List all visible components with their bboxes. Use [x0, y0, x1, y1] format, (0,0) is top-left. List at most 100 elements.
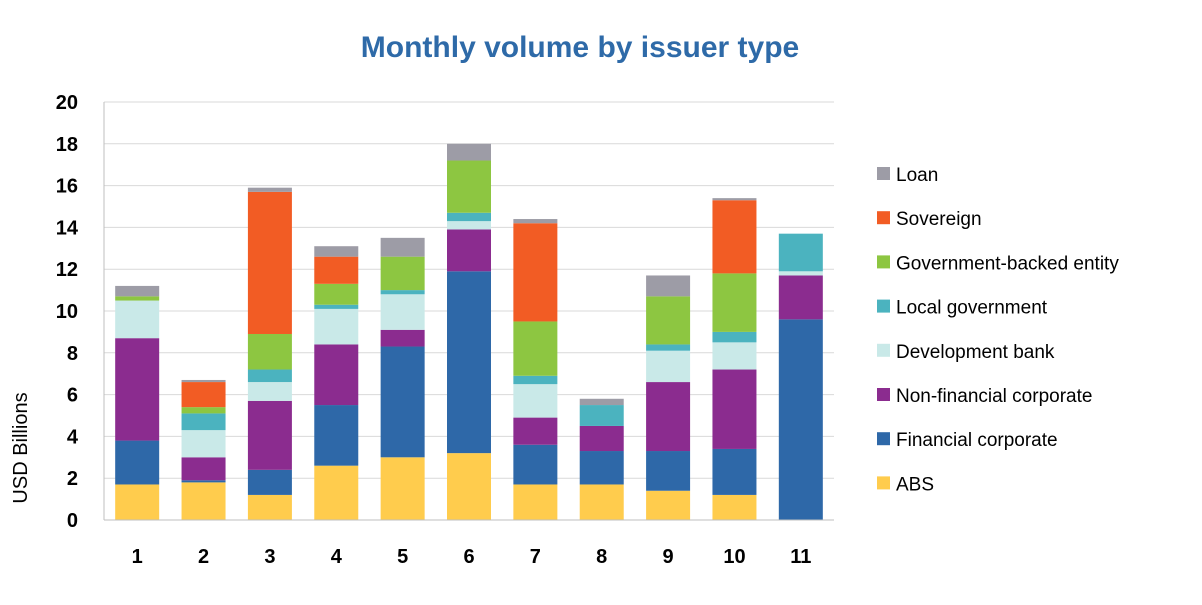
x-tick-label: 3	[264, 546, 275, 568]
bar-segment	[181, 413, 226, 431]
bar-segment	[712, 331, 757, 343]
bar-segment	[712, 200, 757, 274]
bar-segment	[579, 425, 624, 452]
bar-segment	[380, 329, 425, 347]
bar-segment	[314, 465, 359, 520]
bar-segment	[646, 382, 691, 452]
legend-label: Non-financial corporate	[896, 386, 1092, 407]
bar-segment	[646, 344, 691, 351]
bar-segment	[247, 469, 292, 495]
bars	[115, 143, 823, 520]
legend-label: Local government	[896, 298, 1048, 319]
bar-segment	[646, 296, 691, 345]
y-tick-label: 10	[56, 301, 78, 323]
y-tick-label: 12	[56, 259, 78, 281]
y-tick-label: 14	[56, 217, 79, 239]
bar-segment	[646, 275, 691, 297]
y-tick-label: 18	[56, 134, 78, 156]
bar-segment	[247, 494, 292, 520]
bar-segment	[712, 369, 757, 449]
bar-segment	[447, 221, 491, 230]
x-tick-label: 1	[132, 546, 143, 568]
bar-segment	[115, 285, 160, 297]
bar-segment	[646, 451, 691, 491]
legend-swatch	[877, 255, 890, 269]
legend-label: Government-backed entity	[896, 253, 1119, 274]
y-tick-label: 16	[56, 176, 78, 198]
x-tick-label: 7	[530, 546, 541, 568]
bar-segment	[712, 494, 757, 520]
legend-swatch	[877, 388, 890, 401]
bar-segment	[181, 407, 226, 414]
bar-segment	[778, 233, 823, 272]
bar-segment	[712, 342, 757, 370]
bar-segment	[247, 382, 292, 401]
x-tick-label: 6	[463, 546, 474, 568]
bar-segment	[447, 271, 491, 454]
bar-segment	[314, 344, 359, 406]
bar-segment	[513, 219, 558, 224]
bar-segment	[181, 457, 226, 481]
bar-segment	[314, 283, 359, 305]
x-tick-label: 5	[397, 546, 408, 568]
bar-segment	[380, 256, 425, 291]
y-tick-label: 8	[67, 343, 78, 365]
legend-swatch	[877, 476, 890, 490]
bar-segment	[447, 453, 491, 520]
chart-title: Monthly volume by issuer type	[361, 31, 799, 64]
bar-segment	[380, 290, 425, 295]
bar-segment	[314, 304, 359, 309]
bar-segment	[314, 308, 359, 345]
bar-segment	[181, 379, 226, 383]
x-tick-label: 2	[198, 546, 209, 568]
y-tick-label: 2	[67, 468, 78, 490]
y-axis-title: USD Billions	[10, 392, 32, 503]
bar-segment	[314, 246, 359, 257]
bar-segment	[314, 256, 359, 284]
y-tick-label: 20	[56, 92, 78, 114]
bar-segment	[380, 346, 425, 458]
legend-label: Sovereign	[896, 209, 982, 230]
bar-segment	[181, 382, 226, 408]
bar-segment	[181, 482, 226, 520]
legend-swatch	[877, 167, 890, 180]
bar-segment	[447, 143, 491, 161]
bar-segment	[513, 384, 558, 418]
bar-segment	[247, 369, 292, 383]
x-tick-label: 9	[663, 546, 674, 568]
x-tick-label: 4	[331, 546, 343, 568]
bar-segment	[115, 300, 160, 339]
legend: Loan Sovereign Government-backed entity Loc…	[877, 165, 1119, 495]
bar-segment	[778, 275, 823, 320]
bar-segment	[181, 480, 226, 483]
legend-swatch	[877, 343, 890, 357]
legend-swatch	[877, 432, 890, 446]
bar-segment	[247, 187, 292, 192]
bar-segment	[380, 237, 425, 257]
bar-segment	[712, 273, 757, 332]
bar-segment	[778, 271, 823, 276]
bar-segment	[115, 296, 160, 301]
bar-segment	[447, 160, 491, 213]
bar-segment	[247, 191, 292, 334]
bar-segment	[579, 484, 624, 520]
bar-segment	[181, 430, 226, 458]
bar-segment	[513, 375, 558, 385]
bar-segment	[513, 444, 558, 485]
y-tick-label: 6	[67, 385, 78, 407]
bar-segment	[513, 484, 558, 520]
legend-swatch	[877, 211, 890, 225]
bar-segment	[579, 451, 624, 485]
x-tick-label: 10	[723, 546, 745, 568]
legend-label: Financial corporate	[896, 430, 1058, 451]
bar-segment	[447, 212, 491, 222]
bar-segment	[247, 400, 292, 470]
legend-swatch	[877, 299, 890, 313]
bar-segment	[646, 490, 691, 520]
bar-segment	[115, 484, 160, 520]
bar-segment	[380, 457, 425, 520]
bar-segment	[513, 321, 558, 376]
bar-segment	[513, 223, 558, 322]
bar-segment	[778, 319, 823, 520]
